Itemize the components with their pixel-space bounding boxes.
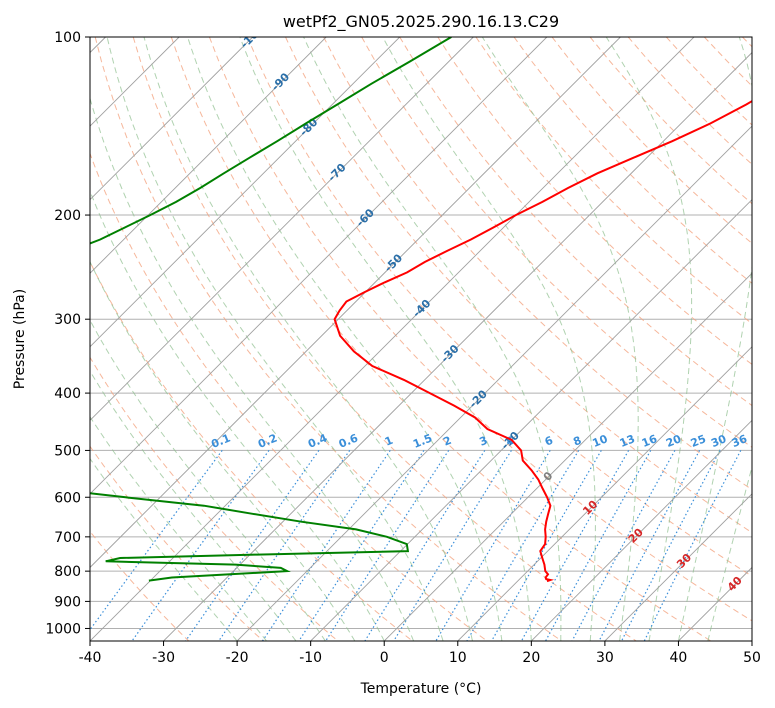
isotherm-line <box>90 37 621 569</box>
moist-adiabat <box>90 189 385 641</box>
y-tick-label: 400 <box>54 386 81 402</box>
isotherm-line <box>90 37 474 421</box>
x-axis-label: Temperature (°C) <box>360 681 482 697</box>
x-tick-label: 10 <box>449 650 467 666</box>
dry-adiabat <box>285 37 752 534</box>
isotherm-line <box>90 37 695 641</box>
dry-adiabat <box>246 37 752 577</box>
dewpoint-profile <box>90 37 452 582</box>
isotherm-line <box>90 37 401 348</box>
x-tick-label: -10 <box>299 650 322 666</box>
mixing-ratio-label: 10 <box>591 432 610 450</box>
dry-adiabat <box>323 37 752 491</box>
mixing-ratio-line <box>261 450 391 641</box>
isotherm-line <box>383 272 752 641</box>
chart-title: wetPf2_GN05.2025.290.16.13.C29 <box>283 12 559 32</box>
moist-adiabat <box>187 37 503 641</box>
x-tick-label: 0 <box>380 650 389 666</box>
mixing-ratio-line <box>364 450 486 641</box>
dry-adiabat <box>475 37 752 325</box>
mixing-ratio-label: 16 <box>640 432 659 450</box>
y-tick-label: 800 <box>54 564 81 580</box>
moist-adiabat <box>677 37 752 641</box>
mixing-ratio-line <box>598 450 701 641</box>
moist-adiabat <box>605 37 693 641</box>
mixing-ratio-labels: 0.1 0.2 0.4 0.6 1 1.5 2 3 4 6 8 10 13 16 20 25 30 36 <box>209 431 749 450</box>
dry-adiabat <box>437 37 752 365</box>
y-tick-label: 1000 <box>45 621 81 637</box>
y-tick-label: 900 <box>54 594 81 610</box>
moist-adiabat <box>90 319 326 641</box>
isotherm-line <box>90 37 253 201</box>
isotherm-line <box>310 199 752 641</box>
mixing-ratio-line <box>545 450 652 641</box>
isotherm-line <box>604 493 752 641</box>
x-tick-label: 50 <box>743 650 761 666</box>
mixing-ratio-label: 20 <box>664 432 683 450</box>
moist-adiabat <box>382 37 596 641</box>
moist-adiabat <box>90 457 238 641</box>
isotherm-line <box>236 125 752 641</box>
x-axis-ticks: -40 -30 -20 -10 0 10 20 30 40 50 <box>79 641 761 666</box>
isotherm-line <box>90 37 548 495</box>
moist-adiabat <box>90 260 356 641</box>
temperature-profile <box>333 99 752 583</box>
mixing-ratio-line <box>621 450 721 641</box>
mixing-ratio-line <box>643 450 742 641</box>
dry-adiabat <box>208 37 752 622</box>
dry-adiabat <box>94 37 562 641</box>
moist-adiabat <box>239 37 532 641</box>
mixing-ratio-label: 2 <box>441 434 453 449</box>
plot-area: -100-90-80-70-60-50-40-30-20-10010203040… <box>90 37 752 641</box>
moist-adiabat <box>90 370 297 641</box>
y-tick-label: 600 <box>54 490 81 506</box>
mixing-ratio-line <box>571 450 676 641</box>
y-axis-ticks: 100 200 300 400 500 600 700 800 900 1000 <box>45 30 90 637</box>
pressure-grid <box>90 37 752 629</box>
mixing-ratio-line <box>298 450 425 641</box>
moist-adiabat <box>303 37 562 641</box>
x-tick-label: 40 <box>670 650 688 666</box>
skewed-isotherms <box>90 37 752 641</box>
dry-adiabat <box>170 37 712 641</box>
dry-adiabat <box>132 37 637 641</box>
mixing-ratio-label: 36 <box>730 432 749 450</box>
isotherm-line <box>457 346 752 641</box>
mixing-ratio-line <box>218 450 351 641</box>
x-tick-label: -40 <box>79 650 102 666</box>
isotherm-line <box>90 37 327 274</box>
moist-adiabat <box>106 37 444 641</box>
moist-adiabat <box>90 415 267 641</box>
dry-adiabat <box>90 445 264 641</box>
y-tick-label: 700 <box>54 530 81 546</box>
mixing-ratio-label: 1 <box>383 434 395 449</box>
plot-frame <box>89 36 753 642</box>
moist-adiabat <box>143 37 473 641</box>
x-tick-label: 30 <box>596 650 614 666</box>
mixing-ratio-line <box>491 450 602 641</box>
mixing-ratio-label: 25 <box>689 432 708 450</box>
y-tick-label: 100 <box>54 30 81 46</box>
x-tick-label: 20 <box>522 650 540 666</box>
dry-adiabat <box>90 152 488 641</box>
y-tick-label: 500 <box>54 443 81 459</box>
moist-adiabat <box>481 37 639 641</box>
y-axis-label: Pressure (hPa) <box>12 289 28 389</box>
mixing-ratio-line <box>185 450 320 641</box>
isotherm-line <box>163 51 752 641</box>
mixing-ratio-label: 3 <box>478 434 490 449</box>
x-tick-label: -30 <box>152 650 175 666</box>
y-tick-label: 200 <box>54 208 81 224</box>
x-tick-label: -20 <box>226 650 249 666</box>
y-tick-label: 300 <box>54 312 81 328</box>
mixing-ratio-label: 13 <box>618 432 637 450</box>
mixing-ratio-label: 30 <box>709 432 728 450</box>
isotherm-line <box>531 419 752 641</box>
dry-adiabat <box>90 356 339 641</box>
mixing-ratio-label: 8 <box>571 434 583 449</box>
moist-adiabat <box>707 464 752 641</box>
dry-adiabat <box>399 37 752 407</box>
